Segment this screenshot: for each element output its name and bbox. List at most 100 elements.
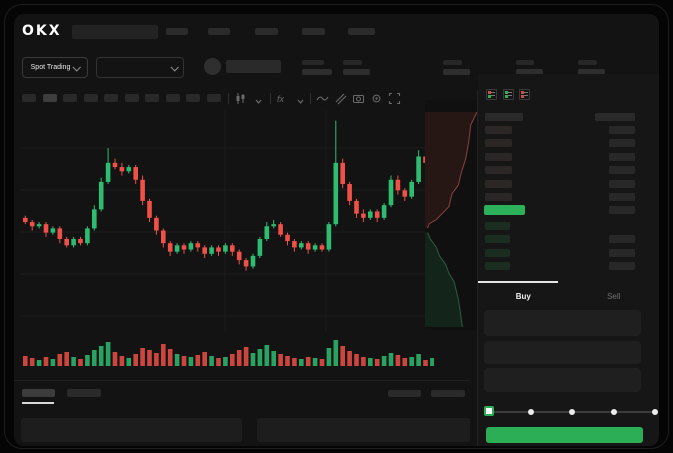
bid-amount-placeholder[interactable] (609, 262, 635, 271)
camera-icon[interactable] (352, 92, 365, 105)
slider-stop-dot[interactable] (652, 409, 658, 415)
app-window: OKX Spot Trading fx (14, 14, 659, 446)
bid-price-placeholder[interactable] (485, 248, 510, 257)
ask-price-placeholder[interactable] (485, 152, 512, 161)
section-divider (14, 380, 470, 381)
icon-part (504, 95, 508, 98)
slider-stop-dot[interactable] (569, 409, 575, 415)
bottom-action-placeholder[interactable] (388, 390, 421, 397)
ticker-title-placeholder (72, 25, 158, 39)
slider-stop-dot[interactable] (610, 409, 617, 415)
toolbar-divider (310, 93, 311, 104)
active-tab-underline (22, 402, 54, 404)
fullscreen-icon[interactable] (388, 92, 401, 105)
ask-amount-placeholder[interactable] (609, 179, 635, 188)
ask-price-placeholder[interactable] (485, 166, 512, 175)
okx-logo: OKX (22, 23, 62, 39)
icon-part (507, 92, 512, 93)
chevron-down-icon[interactable] (252, 95, 265, 108)
line-overlay-icon[interactable] (316, 92, 329, 105)
timeframe-button-placeholder[interactable] (186, 94, 200, 102)
nav-item-placeholder[interactable] (255, 28, 278, 35)
amount-slider-handle[interactable] (484, 406, 494, 416)
chevron-down-icon[interactable] (294, 95, 307, 108)
orderbook-col-header-price[interactable] (485, 113, 523, 121)
bid-amount-placeholder[interactable] (609, 235, 635, 244)
ask-price-placeholder[interactable] (485, 126, 512, 134)
icon-part (521, 95, 524, 98)
ask-amount-placeholder[interactable] (609, 166, 635, 175)
price-input-placeholder[interactable] (484, 310, 641, 336)
ask-amount-placeholder[interactable] (609, 139, 635, 148)
settings-gear-icon[interactable] (370, 92, 383, 105)
bid-amount-placeholder[interactable] (609, 248, 635, 257)
orderbook-col-header-amount[interactable] (595, 113, 635, 121)
timeframe-button-placeholder[interactable] (42, 94, 57, 102)
token-avatar[interactable] (204, 58, 221, 75)
pair-select-dropdown[interactable] (96, 57, 184, 78)
measure-icon[interactable] (334, 92, 347, 105)
timeframe-button-placeholder[interactable] (145, 94, 159, 102)
timeframe-button-placeholder[interactable] (22, 94, 36, 102)
nav-item-placeholder[interactable] (348, 28, 375, 35)
chevron-down-icon (170, 62, 179, 72)
ask-amount-placeholder[interactable] (609, 152, 635, 161)
trade-tabs: Buy Sell (478, 285, 659, 309)
nav-item-placeholder[interactable] (208, 28, 230, 35)
timeframe-button-placeholder[interactable] (63, 94, 77, 102)
indicators-fx-icon[interactable]: fx (276, 92, 289, 105)
market-type-selector[interactable]: Spot Trading (22, 57, 88, 78)
stat-value-placeholder (578, 69, 605, 75)
candlestick-chart[interactable] (20, 110, 435, 332)
ask-price-placeholder[interactable] (485, 179, 512, 188)
market-type-label: Spot Trading (30, 64, 71, 71)
book-both-icon[interactable] (486, 89, 497, 100)
book-asks-icon[interactable] (519, 89, 530, 100)
ask-price-placeholder[interactable] (485, 139, 512, 148)
timeframe-button-placeholder[interactable] (83, 94, 98, 102)
stat-label-placeholder (443, 60, 462, 65)
candlestick-chart-icon[interactable] (234, 92, 247, 105)
nav-item-placeholder[interactable] (166, 28, 188, 35)
stat-label-placeholder (343, 60, 362, 65)
last-price-amount-placeholder[interactable] (609, 206, 635, 214)
ask-price-placeholder[interactable] (485, 193, 512, 201)
icon-part (491, 92, 495, 93)
stat-value-placeholder (516, 69, 543, 75)
bottom-action-placeholder[interactable] (431, 390, 465, 397)
nav-item-placeholder[interactable] (302, 28, 325, 35)
bottom-tab-placeholder[interactable] (22, 389, 55, 397)
icon-part (524, 92, 528, 93)
ask-amount-placeholder[interactable] (609, 126, 635, 134)
bottom-tab-placeholder[interactable] (67, 389, 101, 397)
timeframe-button-placeholder[interactable] (165, 94, 180, 102)
icon-part (521, 91, 524, 94)
bid-price-placeholder[interactable] (485, 222, 510, 230)
total-input-placeholder[interactable] (484, 368, 641, 392)
amount-input-placeholder[interactable] (484, 341, 641, 364)
timeframe-button-placeholder[interactable] (206, 94, 221, 102)
tab-sell[interactable]: Sell (607, 292, 621, 301)
volume-histogram (20, 336, 435, 366)
orders-table-placeholder (21, 418, 242, 442)
bid-price-placeholder[interactable] (485, 235, 510, 244)
buy-submit-button[interactable] (486, 427, 643, 443)
svg-text:fx: fx (277, 94, 285, 104)
ask-amount-placeholder[interactable] (609, 193, 635, 201)
timeframe-button-placeholder[interactable] (104, 94, 118, 102)
slider-stop-dot[interactable] (527, 409, 534, 415)
bid-price-placeholder[interactable] (485, 262, 510, 271)
timeframe-button-placeholder[interactable] (124, 94, 139, 102)
chevron-down-icon (72, 62, 82, 72)
stat-value-placeholder (343, 69, 370, 75)
depth-chart (425, 100, 477, 330)
icon-part (504, 91, 508, 94)
toolbar-divider (228, 93, 229, 104)
orderbook-panel: Buy Sell (478, 74, 659, 446)
last-price-highlight[interactable] (484, 205, 525, 215)
icon-part (488, 95, 491, 98)
tab-buy[interactable]: Buy (515, 292, 531, 301)
active-trade-tab-indicator (478, 281, 558, 283)
book-bids-icon[interactable] (502, 89, 514, 100)
